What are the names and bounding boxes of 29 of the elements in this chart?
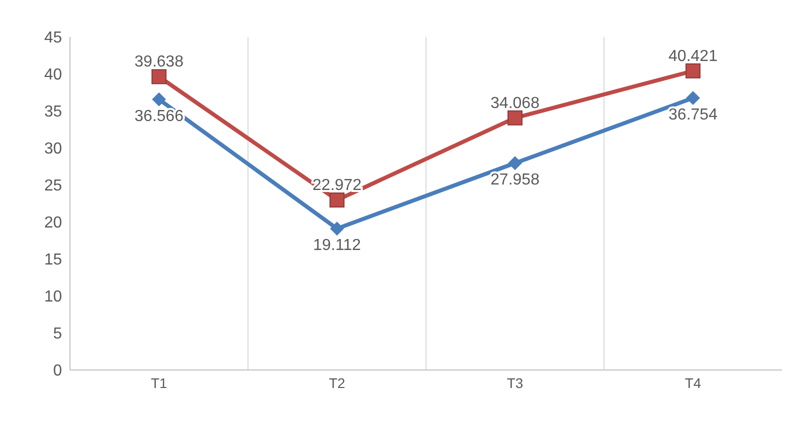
y-tick-label: 30 xyxy=(44,140,62,158)
point xyxy=(152,92,166,106)
y-tick-label: 5 xyxy=(53,326,62,343)
y-tick-label: 40 xyxy=(44,66,62,84)
x-tick-label: T3 xyxy=(506,374,524,391)
point xyxy=(330,222,344,236)
y-tick-label: 35 xyxy=(44,104,62,121)
point xyxy=(686,91,700,106)
data-label: 36.566 xyxy=(134,108,184,125)
point xyxy=(508,110,522,126)
data-label: 27.958 xyxy=(490,171,540,188)
point xyxy=(508,156,522,170)
data-label: 40.421 xyxy=(668,48,718,65)
data-label: 19.112 xyxy=(313,236,361,254)
y-tick-label: 20 xyxy=(44,214,62,232)
x-tick-label: T2 xyxy=(328,374,346,391)
point xyxy=(686,63,700,78)
y-tick-label: 25 xyxy=(44,178,62,195)
x-tick-label: T4 xyxy=(684,374,702,391)
y-tick-label: 0 xyxy=(53,362,62,380)
point xyxy=(330,192,344,208)
point xyxy=(152,69,166,84)
x-tick-label: T1 xyxy=(150,374,168,391)
y-tick-label: 10 xyxy=(44,288,62,306)
data-label: 34.068 xyxy=(490,94,540,112)
data-label: 36.754 xyxy=(668,106,718,124)
data-label: 39.638 xyxy=(134,54,184,71)
y-tick-label: 15 xyxy=(44,252,62,269)
y-tick-label: 45 xyxy=(44,30,62,47)
